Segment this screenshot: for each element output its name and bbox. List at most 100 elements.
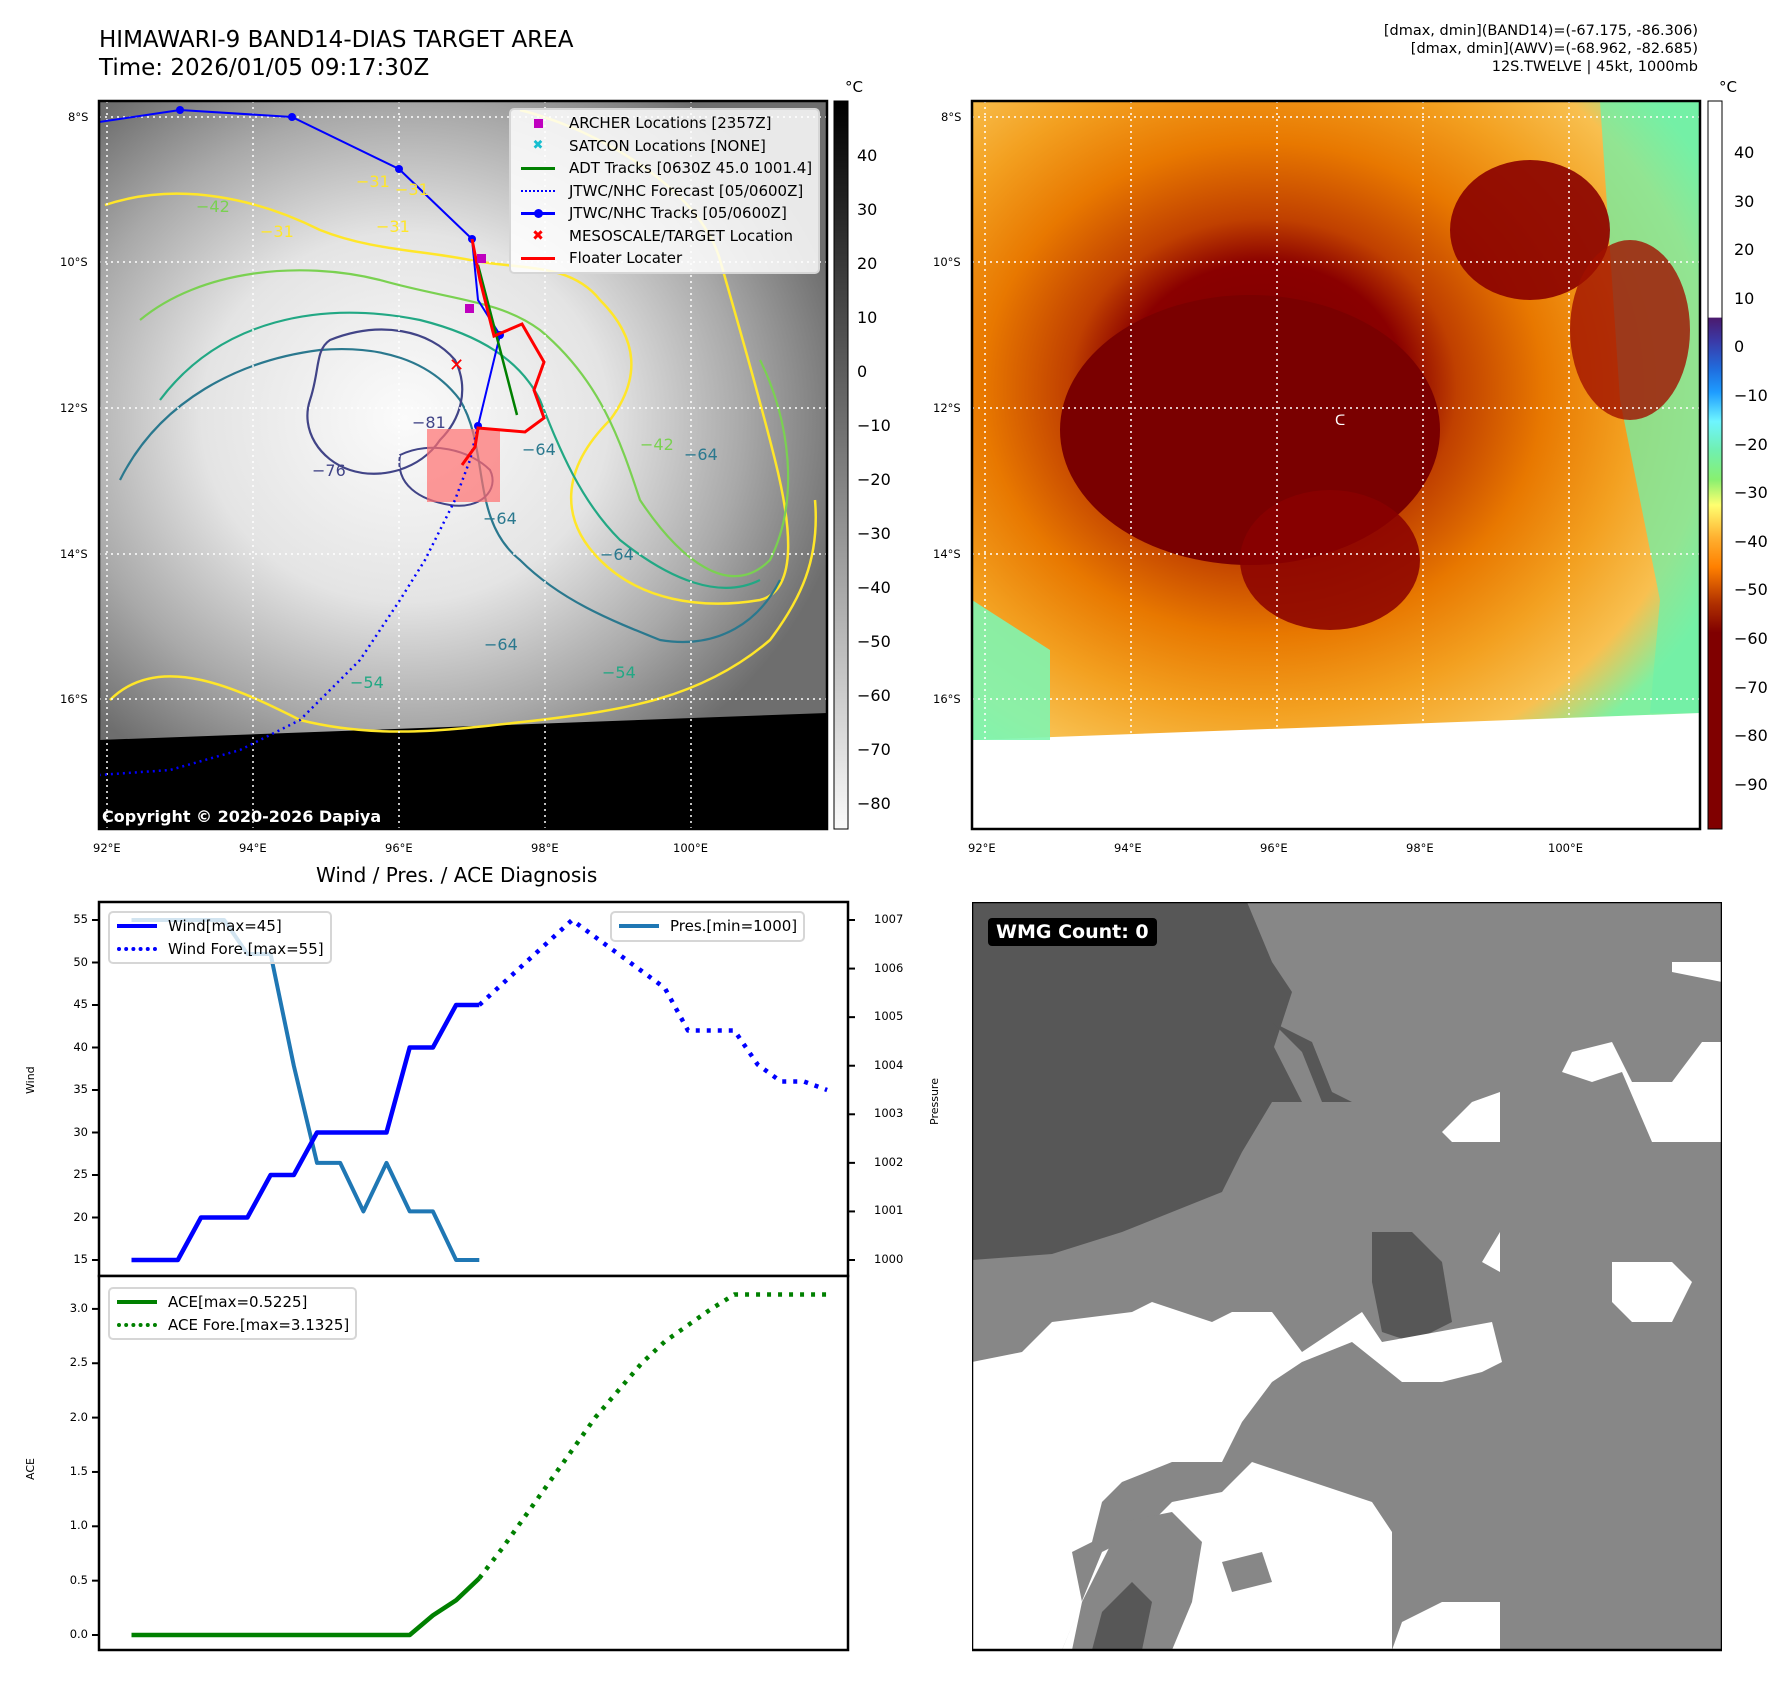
archer-location <box>465 304 474 313</box>
contour-label: −64 <box>483 509 517 528</box>
legend-item-adt: ADT Tracks [0630Z 45.0 1001.4] <box>517 157 812 180</box>
lon-tick: 94°E <box>239 841 267 855</box>
right-map-frame <box>970 99 1702 831</box>
colorbar-tick: −60 <box>1734 629 1768 648</box>
contour-label: −42 <box>196 197 230 216</box>
legend-item-satcon: ✖ SATCON Locations [NONE] <box>517 135 812 158</box>
wind-axis-label: Wind <box>24 1066 37 1094</box>
legend-item-wind: Wind[max=45] <box>116 915 324 938</box>
lat-tick: 16°S <box>933 692 961 706</box>
lon-tick: 100°E <box>673 841 708 855</box>
contour-label: −54 <box>350 673 384 692</box>
contour-labels: −31 −31 −31 −31 −42 −81 −76 −64 −64 −64 … <box>196 172 718 692</box>
legend-item-jtwc-forecast: JTWC/NHC Forecast [05/0600Z] <box>517 180 812 203</box>
lat-tick: 16°S <box>60 692 88 706</box>
title-line-1: HIMAWARI-9 BAND14-DIAS TARGET AREA <box>99 27 574 53</box>
axis-tick-label: 40 <box>73 1039 88 1054</box>
lon-tick: 92°E <box>93 841 121 855</box>
dotted-line-icon <box>517 182 559 200</box>
axis-tick-label: 0.0 <box>69 1627 88 1641</box>
line-dot-icon <box>517 204 559 222</box>
solid-line-icon <box>116 1293 158 1311</box>
axis-tick-label: 2.0 <box>69 1409 88 1424</box>
wmg-count-badge: WMG Count: 0 <box>988 918 1157 946</box>
right-colorbar <box>1707 100 1723 830</box>
axis-tick-label: 20 <box>73 1209 88 1224</box>
lat-tick: 12°S <box>933 401 961 415</box>
colorbar-tick: −50 <box>1734 580 1768 600</box>
lon-tick: 98°E <box>531 841 559 855</box>
colorbar-tick: 10 <box>1734 288 1755 308</box>
colorbar-tick: −20 <box>1734 434 1768 454</box>
axis-tick-label: 3.0 <box>69 1300 88 1315</box>
left-colorbar <box>833 100 849 830</box>
wind-chart-frame <box>97 900 850 1278</box>
lat-tick: 14°S <box>60 547 88 561</box>
lon-tick: 94°E <box>1114 841 1142 855</box>
axis-tick-label: 1004 <box>874 1057 904 1072</box>
pressure-legend: Pres.[min=1000] <box>610 911 806 942</box>
axis-tick-label: 1002 <box>874 1154 904 1169</box>
jtwc-track-points <box>176 106 504 430</box>
contour-label: −31 <box>260 222 294 241</box>
axis-tick-label: 1000 <box>874 1252 904 1266</box>
band14-range: [dmax, dmin](BAND14)=(-67.175, -86.306) <box>1383 23 1698 39</box>
axis-tick-label: 1001 <box>874 1203 904 1218</box>
axis-tick-label: 55 <box>73 912 88 926</box>
adt-track <box>476 264 519 416</box>
axis-tick-label: 1.5 <box>69 1463 88 1478</box>
lon-tick: 96°E <box>1260 841 1288 855</box>
axis-tick-label: 25 <box>73 1167 88 1181</box>
storm-info: 12S.TWELVE | 45kt, 1000mb <box>1491 59 1698 75</box>
left-map-frame <box>97 99 829 831</box>
dotted-line-icon <box>116 1316 158 1334</box>
title-line-2: Time: 2026/01/05 09:17:30Z <box>99 55 430 81</box>
colorbar-tick: 40 <box>1734 143 1755 162</box>
legend-item-pressure: Pres.[min=1000] <box>618 915 797 938</box>
axis-tick-label: 2.5 <box>69 1355 88 1370</box>
contour-label: −64 <box>484 635 518 654</box>
diagnosis-charts <box>92 900 855 1652</box>
legend-item-target: ✖ MESOSCALE/TARGET Location <box>517 225 812 248</box>
wind-forecast-line <box>477 917 828 1093</box>
axis-tick-label: 50 <box>73 954 88 969</box>
legend-item-jtwc-tracks: JTWC/NHC Tracks [05/0600Z] <box>517 202 812 225</box>
solid-line-icon <box>116 917 158 935</box>
lat-tick: 14°S <box>933 547 961 561</box>
figure-title: HIMAWARI-9 BAND14-DIAS TARGET AREA Time:… <box>99 26 573 82</box>
lat-tick: 8°S <box>68 110 89 124</box>
right-colorbar-unit: °C <box>1719 78 1737 96</box>
solid-line-icon <box>517 249 559 267</box>
colorbar-tick: −50 <box>857 632 891 651</box>
map-panels: ✕ −31 −31 −31 −31 −42 −81 −76 −64 −64 −6… <box>97 99 1723 831</box>
copyright: Copyright © 2020-2026 Dapiya <box>102 807 382 826</box>
contour-label: −31 <box>376 217 410 236</box>
contour-label: −64 <box>684 445 718 464</box>
x-marker-icon: ✖ <box>532 137 544 153</box>
colorbar-tick: 30 <box>857 200 878 219</box>
wmg-white-region <box>972 1302 1502 1650</box>
contour-label: −31 <box>395 180 429 199</box>
stats-info: [dmax, dmin](BAND14)=(-67.175, -86.306) … <box>1384 22 1698 76</box>
legend-item-ace-forecast: ACE Fore.[max=3.1325] <box>116 1314 349 1337</box>
axis-tick-label: 15 <box>73 1252 88 1266</box>
colorbar-tick: −90 <box>1734 774 1768 794</box>
colorbar-tick: −70 <box>857 740 891 759</box>
lon-tick: 96°E <box>385 841 413 855</box>
colorbar-tick: −40 <box>857 578 891 597</box>
wmg-panel <box>972 902 1722 1652</box>
colorbar-tick: −10 <box>857 416 891 435</box>
jtwc-track <box>99 108 502 427</box>
legend-item-floater: Floater Locater <box>517 247 812 270</box>
pressure-axis-label: Pressure <box>928 1078 941 1125</box>
axis-tick-label: 30 <box>73 1124 88 1139</box>
contour-label: −64 <box>600 545 634 564</box>
ace-line <box>131 1576 481 1638</box>
contour-label: −54 <box>602 663 636 682</box>
lon-tick: 98°E <box>1406 841 1434 855</box>
lon-tick: 92°E <box>968 841 996 855</box>
colorbar-tick: 30 <box>1734 191 1755 211</box>
axis-tick-label: 1007 <box>874 912 904 926</box>
center-marker: ᑕ <box>1335 413 1345 429</box>
legend-item-wind-forecast: Wind Fore.[max=55] <box>116 938 324 961</box>
